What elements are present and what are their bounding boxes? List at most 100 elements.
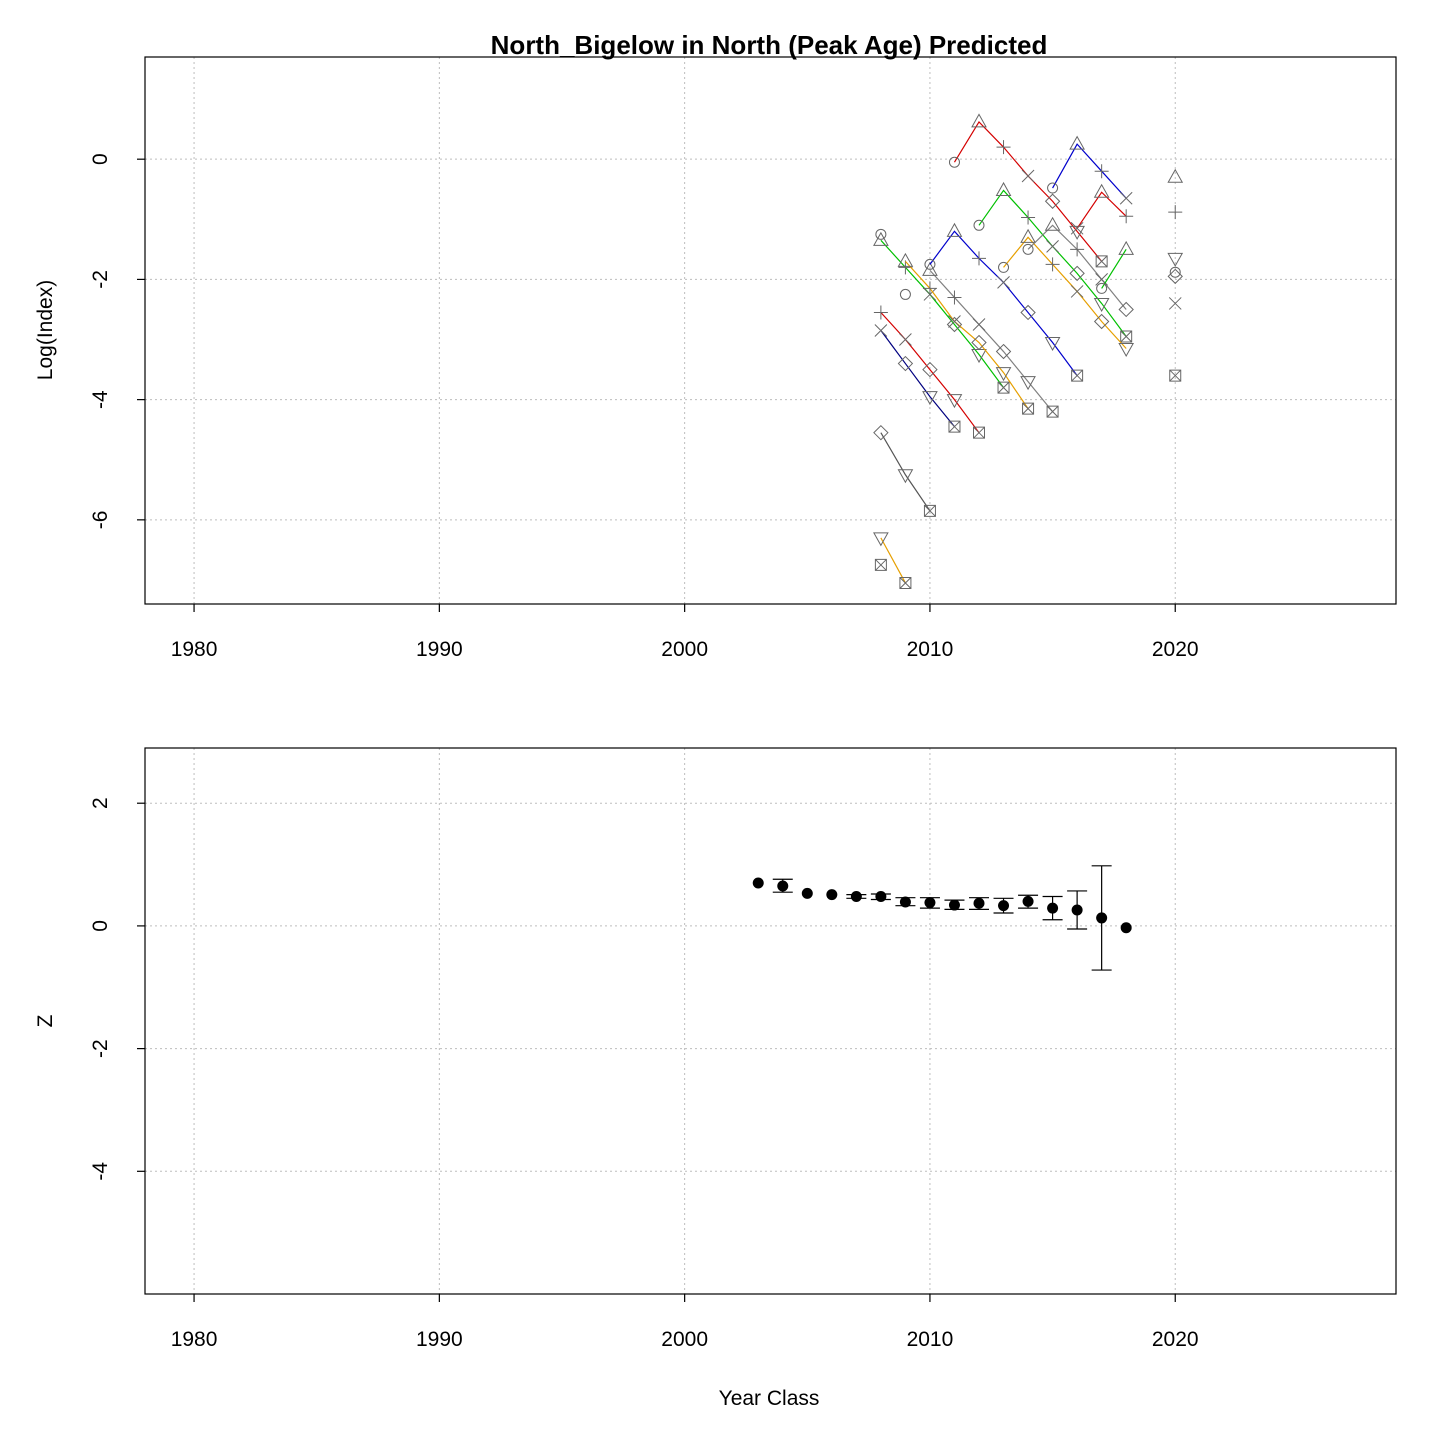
cohort-series [873, 305, 985, 439]
boxed-x-marker [973, 426, 985, 439]
circle-marker [998, 261, 1010, 273]
cohort-series [899, 288, 911, 300]
triangle-marker [1069, 135, 1085, 150]
cohort-series [875, 228, 887, 240]
z-point [1096, 912, 1108, 924]
cohort-series [873, 231, 1010, 394]
diamond-marker [1093, 313, 1110, 330]
z-estimate [846, 890, 867, 902]
z-estimate [1067, 890, 1088, 930]
series-line [953, 120, 1103, 262]
plus-marker [1094, 164, 1109, 179]
cross-marker [1021, 169, 1035, 183]
cohort-series [1096, 240, 1135, 294]
bottom-x-axis-label: Year Class [719, 1387, 820, 1410]
diamond-marker [946, 316, 963, 333]
plus-marker [922, 281, 937, 296]
cohort-series [973, 181, 1133, 343]
cohort-series [924, 222, 1084, 382]
cross-marker [899, 333, 912, 346]
z-point [850, 890, 862, 902]
x-tick-label: 2000 [661, 638, 708, 661]
series-line [880, 537, 906, 584]
y-tick-label: 0 [89, 920, 112, 932]
plus-marker [1168, 205, 1183, 220]
top-plot-frame [144, 56, 1397, 605]
z-point [777, 880, 789, 892]
z-point [752, 877, 764, 889]
z-point [924, 897, 936, 909]
series-line [929, 230, 1078, 376]
diamond-marker [922, 361, 938, 378]
cohort-series [874, 324, 961, 433]
series-line [1003, 236, 1127, 349]
circle-marker [973, 219, 985, 231]
circle-marker [924, 258, 936, 270]
z-point [948, 899, 960, 911]
diamond-marker [1167, 268, 1183, 285]
cohort-series [873, 532, 912, 589]
diamond-marker [1020, 304, 1036, 321]
x-tick-label: 2020 [1152, 638, 1199, 661]
diamond-marker [971, 334, 987, 351]
boxed-x-marker [1095, 255, 1108, 268]
z-estimate [1091, 865, 1112, 971]
x-tick-label: 1980 [171, 638, 218, 661]
y-tick-label: -2 [89, 1039, 112, 1058]
cross-marker [874, 324, 888, 337]
inverted-triangle-marker [1044, 337, 1061, 352]
z-point [998, 900, 1010, 912]
diamond-marker [1044, 193, 1061, 209]
plus-marker [947, 290, 962, 305]
diamond-marker [1069, 265, 1085, 282]
boxed-x-marker [899, 576, 912, 589]
z-point [899, 896, 911, 908]
x-tick-label: 2020 [1152, 1328, 1199, 1351]
triangle-marker [1044, 216, 1061, 231]
z-point [875, 890, 887, 902]
inverted-triangle-marker [995, 367, 1012, 382]
inverted-triangle-marker [873, 532, 889, 547]
triangle-marker [971, 113, 987, 128]
triangle-marker [873, 231, 889, 246]
z-point [1022, 895, 1034, 907]
cohort-series [874, 558, 887, 571]
z-estimate [772, 878, 793, 893]
cross-marker [1046, 239, 1059, 253]
bottom-series [752, 865, 1132, 971]
y-tick-label: -6 [89, 511, 112, 530]
cohort-series [1070, 183, 1134, 235]
diamond-marker [1118, 301, 1134, 318]
plus-marker [1021, 210, 1036, 225]
x-tick-label: 1990 [416, 1328, 463, 1351]
cross-marker [1070, 285, 1084, 298]
z-point [1071, 904, 1083, 916]
inverted-triangle-marker [1093, 297, 1110, 312]
plus-marker [1119, 209, 1134, 224]
z-estimate [752, 877, 764, 889]
z-estimate [801, 887, 813, 899]
triangle-marker [1118, 240, 1135, 255]
x-tick-label: 2000 [661, 1328, 708, 1351]
bottom-axes: 1980 1990 2000 2010 2020 -4 -2 0 2 [89, 797, 1199, 1351]
diamond-marker [897, 355, 914, 372]
z-estimate [1018, 894, 1039, 909]
inverted-triangle-marker [1167, 252, 1184, 267]
top-panel: 1980 1990 2000 2010 2020 -6 -4 -2 0 Log(Index) [34, 56, 1397, 661]
z-estimate [870, 890, 891, 902]
z-estimate [993, 897, 1014, 914]
series-line [880, 432, 931, 512]
triangle-marker [922, 261, 938, 276]
series-line [904, 260, 1029, 409]
plus-marker [1070, 242, 1085, 257]
circle-marker [1096, 282, 1108, 294]
cohort-series [998, 228, 1135, 358]
plus-marker [873, 305, 888, 320]
x-tick-label: 2010 [907, 1328, 954, 1351]
z-estimate [944, 899, 965, 911]
diamond-marker [995, 343, 1012, 360]
plus-marker [972, 251, 986, 266]
plus-marker [996, 140, 1011, 155]
bottom-panel: 1980 1990 2000 2010 2020 -4 -2 0 2 Z Year Class [34, 747, 1397, 1410]
boxed-x-marker [1120, 330, 1133, 343]
